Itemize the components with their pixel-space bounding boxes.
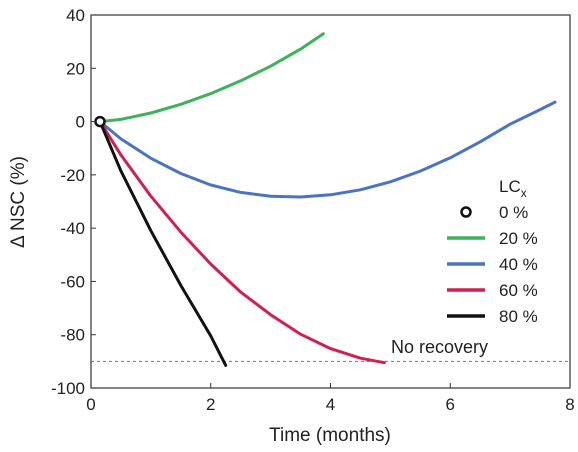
x-tick-label: 0	[86, 395, 95, 414]
series-line-20	[98, 32, 325, 124]
y-tick-label: -20	[60, 166, 85, 185]
legend-label: 0 %	[499, 203, 528, 222]
series-line-80	[98, 120, 228, 367]
series-point-0-0	[94, 115, 106, 128]
x-axis-title: Time (months)	[269, 425, 391, 446]
y-tick-label: -100	[51, 379, 85, 398]
y-tick-label: 0	[76, 113, 85, 132]
legend-title: LCx	[499, 177, 527, 200]
x-tick-label: 2	[206, 395, 215, 414]
y-tick-label: -80	[60, 326, 85, 345]
y-tick-label: -40	[60, 219, 85, 238]
x-tick-label: 6	[446, 395, 455, 414]
series-layer	[94, 32, 557, 367]
plot-frame	[90, 14, 571, 389]
legend-label: 20 %	[499, 229, 538, 248]
x-tick-label: 8	[565, 395, 574, 414]
x-axis-ticks: 0 2 4 6 8	[86, 383, 575, 414]
legend-label: 80 %	[499, 307, 538, 326]
legend: LCx 0 % 20 % 40 % 60 % 80 %	[447, 177, 538, 326]
x-tick-label: 4	[326, 395, 335, 414]
legend-title-subscript: x	[521, 186, 527, 200]
legend-label: 40 %	[499, 255, 538, 274]
legend-marker-0	[460, 206, 472, 218]
y-tick-label: -60	[60, 272, 85, 291]
legend-title-main: LC	[499, 177, 521, 196]
series-line-40	[98, 100, 557, 199]
legend-items: 0 % 20 % 40 % 60 % 80 %	[447, 203, 538, 326]
reference-line-label: No recovery	[391, 337, 488, 357]
y-tick-label: 40	[66, 6, 85, 25]
legend-label: 60 %	[499, 281, 538, 300]
plot-area-border	[90, 14, 571, 389]
y-axis-ticks: 40 20 0 -20 -40 -60 -80 -100	[51, 6, 96, 398]
y-axis-title: Δ NSC (%)	[8, 156, 29, 248]
y-tick-label: 20	[66, 59, 85, 78]
series-line-60	[98, 120, 386, 365]
